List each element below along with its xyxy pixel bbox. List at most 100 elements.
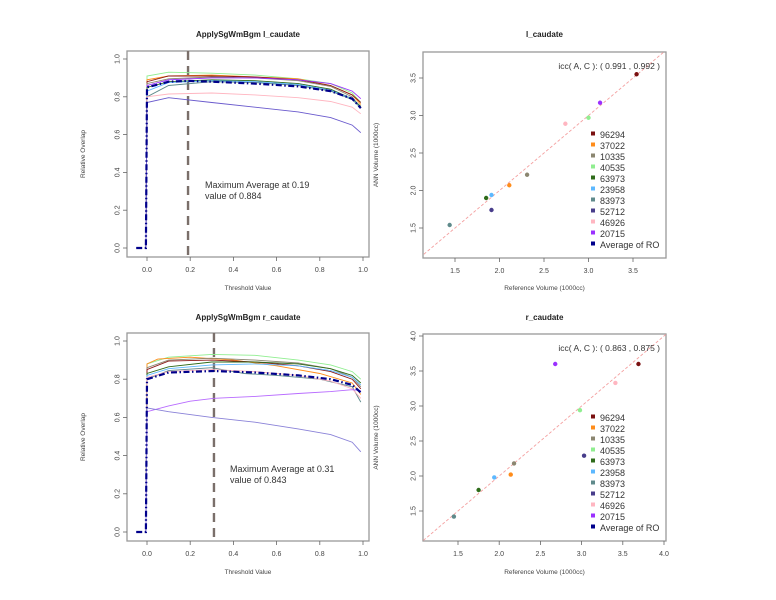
y-tick-label: 0.8	[114, 92, 121, 102]
y-tick-label: 2.5	[410, 148, 417, 158]
legend-label: 20715	[600, 229, 625, 239]
plot-frame	[422, 333, 667, 542]
y-axis-label: ANN Volume (1000cc)	[373, 405, 380, 469]
x-tick-label: 0.6	[272, 551, 282, 558]
scatter-point-23958	[492, 475, 497, 480]
y-tick-label: 3.0	[410, 111, 417, 121]
x-tick-label: 0.2	[185, 267, 195, 274]
series-line-96294	[145, 359, 362, 533]
legend-swatch-37022	[591, 142, 595, 147]
chart-panel-tl: ApplySgWmBgm l_caudate Threshold Value Rel…	[80, 30, 370, 292]
legend-swatch-20715	[591, 513, 595, 518]
x-tick-label: 3.5	[618, 551, 628, 558]
x-tick-label: 1.0	[358, 551, 368, 558]
series-line-23958	[145, 80, 362, 249]
plot-frame	[126, 50, 370, 258]
chart-title: ApplySgWmBgm r_caudate	[196, 313, 301, 322]
identity-line	[423, 334, 666, 541]
y-tick-label: 2.5	[410, 436, 417, 446]
legend-label: 23958	[600, 468, 625, 478]
legend-label: 46926	[600, 501, 625, 511]
y-tick-label: 4.0	[410, 331, 417, 341]
scatter-point-37022	[508, 472, 513, 477]
scatter-point-46926	[613, 380, 618, 386]
series-line-10335	[145, 357, 362, 533]
y-tick-label: 0.2	[114, 489, 121, 499]
plot-area	[423, 52, 665, 255]
plot-area	[136, 51, 362, 257]
scatter-point-63973	[476, 487, 481, 493]
legend-swatch-63973	[591, 175, 595, 180]
y-tick-label: 1.5	[410, 223, 417, 233]
legend-swatch-10335	[591, 436, 595, 441]
y-tick-label: 0.0	[114, 243, 121, 253]
legend-label: 37022	[600, 424, 625, 434]
legend-swatch-40535	[591, 164, 595, 169]
x-tick-label: 2.0	[494, 551, 504, 558]
series-line-10335	[145, 76, 362, 249]
plot-frame	[126, 332, 370, 542]
x-tick-label: 0.6	[272, 267, 282, 274]
series-line-46926	[145, 92, 362, 249]
legend-swatch-96294	[591, 131, 595, 136]
chart-panel-br: r_caudate Reference Volume (1000cc) ANN Vo…	[373, 313, 669, 576]
y-tick-label: 0.4	[114, 167, 121, 177]
legend-label: Average of RO	[600, 240, 659, 250]
series-line-37022	[145, 356, 362, 533]
x-tick-label: 0.4	[229, 551, 239, 558]
scatter-point-96294	[634, 72, 639, 77]
x-tick-label: 0.2	[185, 551, 195, 558]
series-line-40535	[145, 71, 362, 249]
series-line-20715	[145, 77, 362, 249]
x-tick-label: 3.5	[628, 268, 638, 275]
legend-label: 46926	[600, 218, 625, 228]
legend-swatch-23958	[591, 469, 595, 474]
x-tick-label: 0.0	[142, 551, 152, 558]
legend-label: 52712	[600, 490, 625, 500]
x-tick-label: 1.5	[453, 551, 463, 558]
legend-swatch-52712	[591, 208, 595, 213]
legend-swatch-20715	[591, 230, 595, 235]
legend-label: 96294	[600, 413, 625, 423]
y-tick-label: 0.0	[114, 527, 121, 537]
x-axis-label: Threshold Value	[225, 285, 272, 292]
y-tick-label: 0.4	[114, 451, 121, 461]
scatter-point-83973	[451, 514, 457, 519]
scatter-point-20715	[597, 100, 603, 105]
legend-swatch-96294	[591, 414, 595, 419]
legend-swatch-23958	[591, 186, 595, 191]
scatter-point-37022	[507, 183, 512, 188]
icc-label: icc( A, C ): ( 0.991 , 0.992 )	[558, 61, 660, 71]
y-axis-label: ANN Volume (1000cc)	[373, 123, 380, 187]
y-tick-label: 1.0	[114, 54, 121, 64]
x-tick-label: 4.0	[659, 551, 669, 558]
identity-line	[423, 52, 665, 255]
legend-swatch-10335	[591, 153, 595, 158]
legend-label: 20715	[600, 512, 625, 522]
legend-swatch-83973	[591, 480, 595, 485]
scatter-point-46926	[563, 121, 568, 126]
legend-label: 83973	[600, 479, 625, 489]
x-axis-label: Reference Volume (1000cc)	[504, 569, 585, 576]
max-average-annotation: Maximum Average at 0.31	[230, 464, 334, 474]
x-tick-label: 1.0	[358, 267, 368, 274]
x-tick-label: 0.8	[315, 551, 325, 558]
legend-swatch-37022	[591, 425, 595, 430]
plot-area	[136, 333, 362, 541]
legend-label: 96294	[600, 130, 625, 140]
legend-label: Average of RO	[600, 523, 659, 533]
x-axis-label: Threshold Value	[225, 569, 272, 576]
x-tick-label: 2.5	[536, 551, 546, 558]
legend-swatch-average-of-ro	[591, 524, 595, 529]
x-tick-label: 0.4	[229, 267, 239, 274]
scatter-point-52712	[581, 453, 587, 458]
max-average-annotation: Maximum Average at 0.19	[205, 180, 309, 190]
series-line-63973	[145, 361, 362, 533]
y-tick-label: 0.8	[114, 374, 121, 384]
y-axis-label: Relative Overlap	[80, 130, 87, 178]
legend-swatch-63973	[591, 458, 595, 463]
series-line-52712	[145, 97, 362, 249]
x-axis-label: Reference Volume (1000cc)	[504, 285, 585, 292]
legend-swatch-52712	[591, 491, 595, 496]
legend-swatch-46926	[591, 219, 595, 224]
